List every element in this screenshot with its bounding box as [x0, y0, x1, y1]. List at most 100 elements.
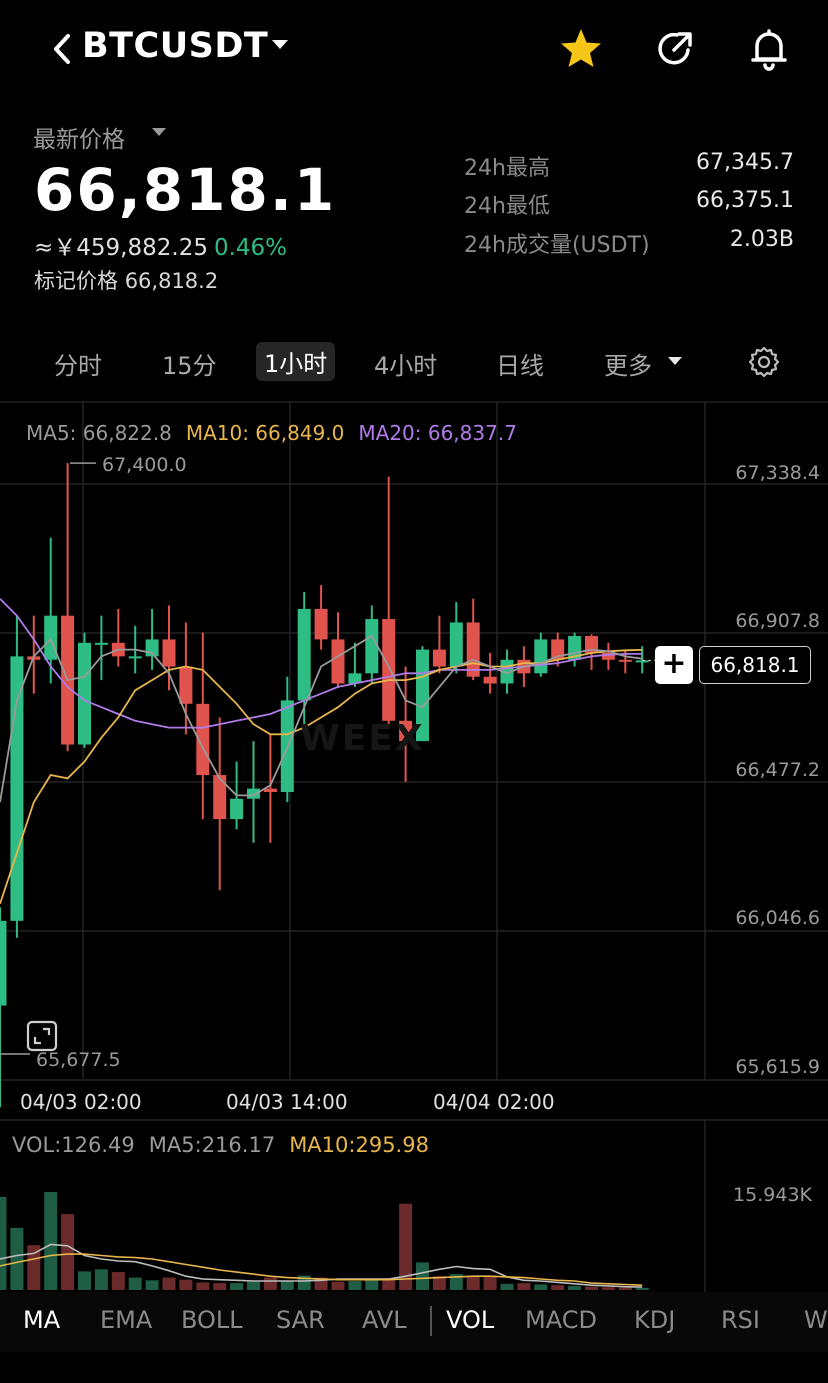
- tab-more[interactable]: 更多: [604, 352, 652, 380]
- indicator-boll[interactable]: BOLL: [181, 1306, 243, 1334]
- candle-body: [263, 788, 277, 792]
- favorite-star-icon[interactable]: [558, 26, 604, 72]
- volume-bar: [61, 1214, 75, 1290]
- timeframe-tabs: 分时 15分 1小时 4小时 日线 更多: [0, 340, 828, 390]
- candle-body: [483, 676, 497, 684]
- volume-bar: [196, 1282, 210, 1290]
- latest-price-caret-icon[interactable]: [152, 128, 166, 136]
- ma20-legend: MA20: 66,837.7: [358, 421, 517, 445]
- candle-body: [44, 615, 58, 660]
- stat-value: 66,375.1: [696, 188, 794, 213]
- symbol-caret-icon[interactable]: [272, 40, 288, 49]
- candle-body: [365, 619, 379, 674]
- candle-body: [162, 639, 176, 667]
- tab-time-sharing[interactable]: 分时: [54, 352, 102, 380]
- volume-bar: [111, 1272, 125, 1290]
- volume-bar: [466, 1276, 480, 1290]
- volume-ma5-line: [0, 1243, 643, 1288]
- volume-bar: [247, 1281, 260, 1290]
- volume-bar: [568, 1285, 582, 1290]
- volume-axis-max: 15.943K: [733, 1184, 812, 1206]
- candle-body: [534, 639, 548, 674]
- indicator-avl[interactable]: AVL: [362, 1306, 407, 1334]
- volume-bar: [517, 1283, 531, 1290]
- indicator-ema[interactable]: EMA: [100, 1306, 153, 1334]
- volume-bar: [585, 1286, 598, 1290]
- indicator-kdj[interactable]: KDJ: [634, 1306, 676, 1334]
- volume-bar: [10, 1227, 24, 1290]
- latest-price-label[interactable]: 最新价格: [33, 127, 125, 153]
- volume-bar: [27, 1245, 41, 1290]
- symbol-title[interactable]: BTCUSDT: [82, 26, 269, 66]
- candle-body: [128, 656, 142, 659]
- cny-price: ≈￥459,882.25: [34, 235, 208, 261]
- volume-bar: [601, 1287, 615, 1290]
- candle-body: [213, 775, 227, 820]
- indicator-divider: [430, 1306, 432, 1336]
- candle-body: [449, 622, 463, 667]
- stat-label: 24h成交量(USDT): [464, 233, 650, 258]
- volume-legend: VOL:126.49 MA5:216.17 MA10:295.98: [12, 1133, 429, 1157]
- volume-bar: [483, 1276, 497, 1290]
- watermark: WEEX: [300, 718, 425, 759]
- candle-body: [551, 639, 565, 660]
- time-axis-label: 04/03 02:00: [20, 1090, 142, 1114]
- indicator-sar[interactable]: SAR: [276, 1306, 325, 1334]
- indicator-ma[interactable]: MA: [23, 1306, 61, 1334]
- candle-body: [601, 652, 615, 660]
- ma10-legend: MA10: 66,849.0: [185, 421, 345, 445]
- top-bar: BTCUSDT: [0, 0, 828, 100]
- indicator-macd[interactable]: MACD: [525, 1306, 597, 1334]
- tab-daily[interactable]: 日线: [496, 352, 544, 380]
- candlestick-chart[interactable]: [0, 0, 828, 1292]
- fullscreen-expand-icon[interactable]: [26, 1020, 58, 1052]
- volume-bar: [44, 1192, 58, 1290]
- volume-bar: [432, 1276, 446, 1290]
- volume-bar: [280, 1281, 294, 1290]
- stat-label: 24h最低: [464, 194, 550, 219]
- volume-bar: [145, 1280, 159, 1290]
- ma5-line: [0, 634, 643, 803]
- candle-body: [0, 920, 7, 1006]
- volume-bar: [416, 1262, 429, 1290]
- volume-bar: [500, 1283, 514, 1290]
- candle-body: [331, 639, 345, 684]
- ma-legend: MA5: 66,822.8 MA10: 66,849.0 MA20: 66,837.…: [26, 421, 517, 445]
- volume-bar: [449, 1274, 463, 1290]
- volume-bar: [213, 1283, 227, 1290]
- chart-settings-gear-icon[interactable]: [748, 346, 780, 378]
- volume-ma10-line: [0, 1253, 643, 1286]
- add-order-plus-button[interactable]: +: [655, 646, 693, 684]
- volume-bar: [365, 1279, 379, 1290]
- candle-body: [618, 659, 632, 662]
- ma10-line: [0, 649, 643, 905]
- candle-body: [230, 798, 244, 820]
- candle-body: [179, 666, 193, 704]
- price-axis-label: 65,615.9: [735, 1056, 820, 1078]
- candle-body: [382, 619, 396, 721]
- candle-body: [10, 656, 24, 921]
- volume-bar: [331, 1281, 345, 1290]
- vol-ma5: MA5:216.17: [148, 1133, 276, 1157]
- tab-15m[interactable]: 15分: [162, 352, 217, 380]
- stat-value: 2.03B: [729, 227, 794, 252]
- share-icon[interactable]: [652, 26, 698, 72]
- candle-body: [466, 622, 480, 677]
- candle-body: [314, 608, 328, 640]
- mark-price-line: 标记价格 66,818.2: [34, 265, 218, 295]
- bell-icon[interactable]: [746, 26, 792, 72]
- volume-bar: [263, 1277, 277, 1290]
- indicator-rsi[interactable]: RSI: [721, 1306, 760, 1334]
- price-axis-label: 66,907.8: [735, 610, 820, 632]
- vol-ma10: MA10:295.98: [289, 1133, 429, 1157]
- indicator-vol[interactable]: VOL: [446, 1306, 495, 1334]
- mark-price-label: 标记价格: [34, 269, 118, 293]
- tab-1h[interactable]: 1小时: [256, 342, 336, 381]
- indicator-more[interactable]: W: [804, 1306, 828, 1334]
- volume-bar: [399, 1203, 413, 1290]
- back-arrow-icon[interactable]: [48, 30, 76, 68]
- more-caret-icon[interactable]: [668, 357, 682, 365]
- tab-4h[interactable]: 4小时: [374, 352, 438, 380]
- ma5-legend: MA5: 66,822.8: [26, 421, 172, 445]
- price-axis-label: 66,046.6: [735, 907, 820, 929]
